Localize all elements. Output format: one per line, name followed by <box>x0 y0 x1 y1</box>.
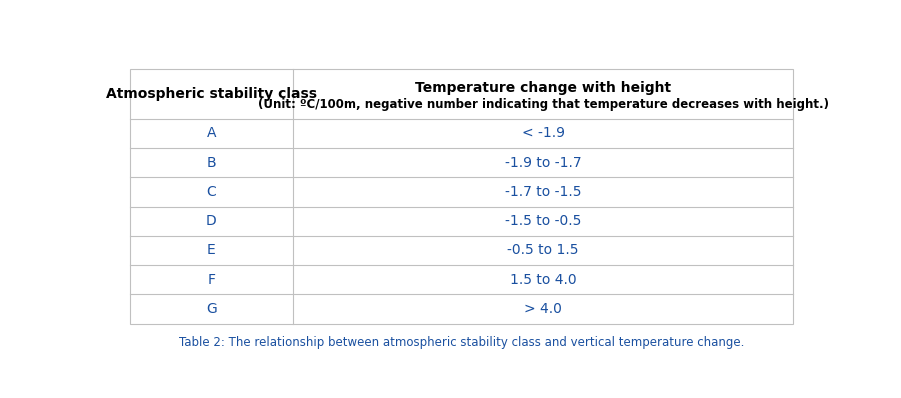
Bar <box>130 148 293 178</box>
Bar <box>130 119 293 148</box>
Bar <box>130 207 293 236</box>
Text: A: A <box>206 127 216 140</box>
Bar <box>293 178 794 207</box>
Bar <box>293 236 794 265</box>
Bar <box>293 265 794 295</box>
Text: > 4.0: > 4.0 <box>524 302 562 316</box>
Bar <box>293 148 794 178</box>
Text: Atmospheric stability class: Atmospheric stability class <box>105 87 317 101</box>
Bar <box>293 69 794 119</box>
Text: D: D <box>206 214 217 228</box>
Bar <box>130 295 293 324</box>
Bar <box>130 178 293 207</box>
Bar <box>130 265 293 295</box>
Text: G: G <box>206 302 217 316</box>
Text: Temperature change with height: Temperature change with height <box>415 80 671 95</box>
Text: < -1.9: < -1.9 <box>522 127 565 140</box>
Text: C: C <box>206 185 216 199</box>
Text: -1.7 to -1.5: -1.7 to -1.5 <box>505 185 581 199</box>
Bar <box>293 207 794 236</box>
Bar <box>293 119 794 148</box>
Text: Table 2: The relationship between atmospheric stability class and vertical tempe: Table 2: The relationship between atmosp… <box>179 336 744 349</box>
Bar <box>130 69 794 324</box>
Text: -1.9 to -1.7: -1.9 to -1.7 <box>505 156 581 170</box>
Text: E: E <box>207 244 215 258</box>
Bar <box>130 236 293 265</box>
Text: -0.5 to 1.5: -0.5 to 1.5 <box>507 244 578 258</box>
Text: F: F <box>207 273 215 287</box>
Text: (Unit: ºC/100m, negative number indicating that temperature decreases with heigh: (Unit: ºC/100m, negative number indicati… <box>258 98 829 111</box>
Bar <box>130 69 293 119</box>
Text: B: B <box>206 156 216 170</box>
Text: -1.5 to -0.5: -1.5 to -0.5 <box>505 214 581 228</box>
Text: 1.5 to 4.0: 1.5 to 4.0 <box>510 273 577 287</box>
Bar <box>293 295 794 324</box>
